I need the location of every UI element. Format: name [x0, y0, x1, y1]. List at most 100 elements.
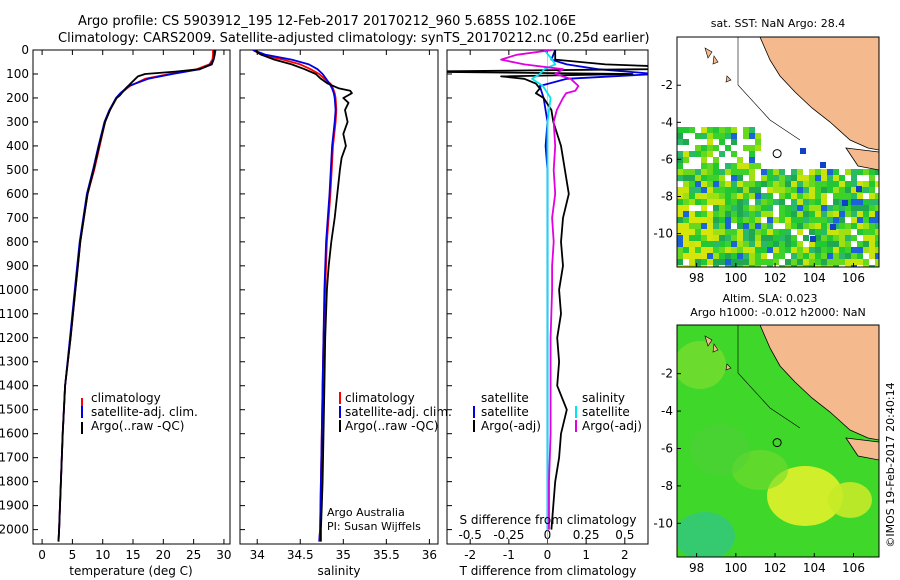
sst-cell	[839, 241, 845, 247]
sst-cell	[683, 175, 689, 181]
sst-cell	[743, 205, 749, 211]
sst-cell	[737, 181, 743, 187]
sst-cell	[725, 229, 731, 235]
sst-cell	[713, 169, 719, 175]
sst-cell	[755, 163, 761, 169]
sst-cell	[875, 247, 879, 253]
sst-cell	[677, 235, 683, 241]
sst-cell	[833, 253, 839, 259]
sst-cell	[701, 235, 707, 241]
sst-cell	[857, 229, 863, 235]
legend-label-salinity-satellite: satellite	[582, 405, 630, 419]
sst-cell	[803, 181, 809, 187]
sla-blob	[767, 466, 843, 526]
sst-cell	[845, 187, 851, 193]
sst-cell	[755, 247, 761, 253]
sst-cell	[809, 247, 815, 253]
sst-cell	[731, 211, 737, 217]
sst-cell	[821, 265, 827, 267]
sst-cell	[767, 217, 773, 223]
sst-cell	[803, 259, 809, 265]
sst-cell	[701, 253, 707, 259]
sst-cell	[677, 133, 683, 139]
sst-cell	[821, 253, 827, 259]
s-tick-label: 0.25	[573, 528, 600, 542]
sst-cell	[749, 145, 755, 151]
sst-cell	[773, 253, 779, 259]
sst-cell	[725, 145, 731, 151]
sst-cell	[803, 187, 809, 193]
sst-cell	[713, 253, 719, 259]
sst-cell	[731, 229, 737, 235]
sst-cell	[797, 181, 803, 187]
sst-cell	[785, 205, 791, 211]
sla-map: Altim. SLA: 0.023 Argo h1000: -0.012 h20…	[653, 292, 880, 575]
sst-cell	[689, 181, 695, 187]
sst-cell	[749, 253, 755, 259]
sst-cell	[857, 181, 863, 187]
sst-cell	[875, 193, 879, 199]
sst-cell	[743, 187, 749, 193]
sst-cell	[815, 235, 821, 241]
sst-cell	[719, 151, 725, 157]
sst-cell	[683, 193, 689, 199]
sst-cell	[845, 181, 851, 187]
sst-cell	[743, 229, 749, 235]
sst-cell	[677, 127, 683, 133]
sst-cell	[851, 235, 857, 241]
sst-cell	[713, 259, 719, 265]
sst-cell	[737, 217, 743, 223]
sst-cell	[737, 235, 743, 241]
sst-cell	[701, 193, 707, 199]
sst-cell	[809, 199, 815, 205]
sst-cell	[815, 193, 821, 199]
sst-cell	[707, 181, 713, 187]
y-tick-label: 100	[6, 67, 29, 81]
sst-cell	[767, 181, 773, 187]
map-y-tick-label: -2	[661, 78, 673, 92]
sst-cell	[779, 253, 785, 259]
sst-cell	[851, 199, 857, 205]
sla-map-title: Altim. SLA: 0.023	[722, 292, 817, 305]
sst-cell	[863, 259, 869, 265]
sst-cell	[803, 175, 809, 181]
sst-cell	[856, 186, 862, 192]
sst-cell	[785, 193, 791, 199]
sst-cell	[743, 163, 749, 169]
sst-cell	[863, 265, 869, 267]
sst-cell	[809, 223, 815, 229]
sst-cell	[719, 223, 725, 229]
sst-cell	[749, 157, 755, 163]
sst-cell	[719, 139, 725, 145]
sst-cell	[815, 241, 821, 247]
sst-cell	[755, 217, 761, 223]
depth-axis: 0 100 200 300 400 500 600 700 800 900 1000 1100 1200…	[0, 43, 38, 537]
sst-cell	[815, 175, 821, 181]
sst-cell	[755, 211, 761, 217]
y-tick-label: 1700	[0, 451, 29, 465]
sst-cell	[731, 187, 737, 193]
map-y-tick-label: -10	[653, 227, 673, 241]
y-tick-label: 500	[6, 163, 29, 177]
t-difference-xlabel: T difference from climatology	[459, 564, 637, 578]
sst-cell	[863, 187, 869, 193]
sst-cell	[719, 199, 725, 205]
map-x-tick-label: 102	[764, 561, 787, 575]
sst-cell	[689, 217, 695, 223]
sst-cell	[749, 241, 755, 247]
sst-cell	[767, 169, 773, 175]
sst-cell	[791, 199, 797, 205]
sst-cell	[803, 223, 809, 229]
sst-cell	[701, 175, 707, 181]
sst-cell	[749, 217, 755, 223]
sst-cell	[863, 235, 869, 241]
title-line-2: Climatology: CARS2009. Satellite-adjuste…	[58, 31, 650, 46]
sst-cell	[749, 175, 755, 181]
sst-cell	[833, 247, 839, 253]
y-tick-label: 0	[21, 43, 29, 57]
java-land	[845, 437, 879, 461]
sst-cell	[857, 169, 863, 175]
sst-cell	[833, 169, 839, 175]
sst-cell	[821, 175, 827, 181]
sst-cell	[695, 217, 701, 223]
